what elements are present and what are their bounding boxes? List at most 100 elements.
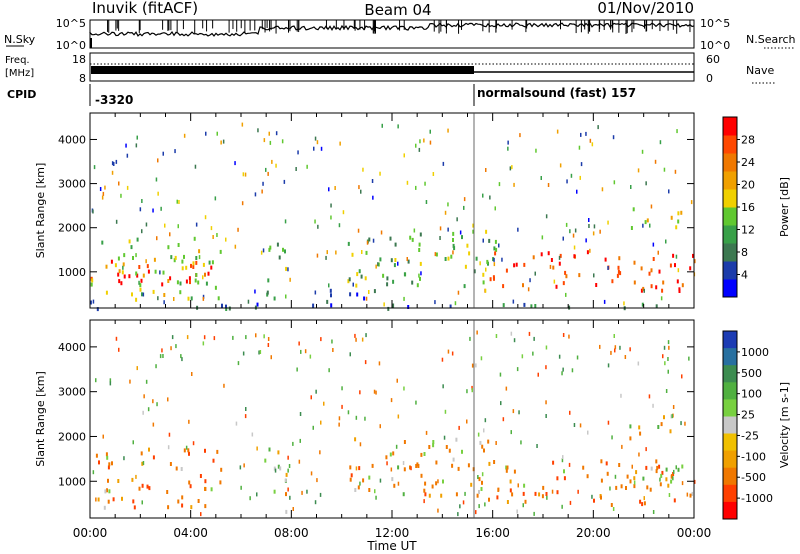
power-echo-cell <box>657 250 659 255</box>
velocity-echo-cell <box>613 334 615 338</box>
power-echo-cell <box>317 224 319 229</box>
power-y-tick-label: 2000 <box>58 222 86 235</box>
power-echo-cell <box>190 296 193 301</box>
freq-label: Freq. <box>5 55 30 66</box>
velocity-echo-cell <box>423 499 425 504</box>
nsky-panel: N.Sky 10^5 10^0 N.Search 10^5 10^0 <box>4 17 796 52</box>
power-echo-cell <box>189 280 191 285</box>
velocity-echo-cell <box>577 489 579 494</box>
velocity-echo-cell <box>171 335 174 340</box>
power-echo-cell <box>390 258 393 263</box>
power-echo-cell <box>513 182 515 187</box>
power-echo-cell <box>589 138 592 143</box>
power-echo-cell <box>662 280 665 285</box>
power-echo-cell <box>494 206 496 211</box>
power-echo-cell <box>541 235 544 240</box>
power-echo-cell <box>519 133 521 138</box>
x-tick-label: 12:00 <box>375 526 410 540</box>
velocity-echo-cell <box>373 389 376 394</box>
velocity-echo-cell <box>435 481 438 486</box>
beam-title: Beam 04 <box>364 1 431 19</box>
velocity-echo-cell <box>166 490 169 494</box>
power-echo-cell <box>205 281 208 286</box>
velocity-echo-cell <box>187 448 190 453</box>
velocity-echo-cell <box>464 491 466 496</box>
power-echo-cell <box>569 229 571 234</box>
velocity-echo-cell <box>442 479 444 484</box>
power-echo-cell <box>314 219 316 224</box>
power-echo-cell <box>397 261 399 266</box>
velocity-echo-cell <box>203 335 206 340</box>
power-echo-cell <box>493 246 496 251</box>
power-echo-cell <box>403 272 406 277</box>
power-echo-cell <box>654 159 657 164</box>
power-echo-cell <box>237 227 239 232</box>
power-echo-cell <box>406 180 409 185</box>
velocity-echo-cell <box>480 356 483 361</box>
power-echo-cell <box>601 187 604 192</box>
power-echo-cell <box>122 265 124 270</box>
power-echo-cell <box>416 283 419 288</box>
power-echo-cell <box>162 270 165 275</box>
power-echo-cell <box>493 276 495 281</box>
velocity-echo-cell <box>471 363 474 368</box>
velocity-echo-cell <box>315 389 317 394</box>
velocity-colorbar-segment <box>723 348 737 366</box>
velocity-echo-cell <box>606 471 609 476</box>
power-echo-cell <box>648 271 651 276</box>
velocity-echo-cell <box>513 469 516 474</box>
power-echo-cell <box>545 214 548 219</box>
freq-unit-label: [MHz] <box>5 68 34 79</box>
power-echo-cell <box>284 249 286 254</box>
power-echo-cell <box>192 265 195 269</box>
power-echo-cell <box>330 303 333 308</box>
velocity-echo-cell <box>212 458 215 463</box>
power-echo-cell <box>221 303 223 308</box>
power-echo-cell <box>338 223 341 228</box>
x-tick-label: 08:00 <box>274 526 309 540</box>
power-echo-cell <box>335 250 337 255</box>
velocity-echo-cell <box>390 467 393 472</box>
power-echo-cell <box>157 296 159 301</box>
velocity-echo-cell <box>299 412 302 416</box>
velocity-echo-cell <box>586 474 589 479</box>
power-colorbar-tick-label: 16 <box>741 201 755 214</box>
power-echo-cell <box>113 162 115 166</box>
power-echo-cell <box>372 238 375 243</box>
power-echo-cell <box>173 297 175 301</box>
velocity-echo-cell <box>204 504 207 509</box>
power-echo-cell <box>498 243 500 248</box>
power-echo-cell <box>202 296 205 301</box>
power-echo-cell <box>565 274 568 279</box>
power-echo-cell <box>275 131 278 136</box>
velocity-echo-cell <box>545 414 547 418</box>
velocity-echo-cell <box>310 471 313 476</box>
power-echo-cell <box>219 249 222 254</box>
velocity-echo-cell <box>457 466 460 471</box>
power-echo-cell <box>261 189 263 194</box>
power-echo-cell <box>284 219 287 224</box>
power-echo-cell <box>475 256 478 261</box>
velocity-colorbar-segment <box>723 501 737 520</box>
power-echo-cell <box>169 232 171 237</box>
power-echo-cell <box>659 140 662 145</box>
power-echo-cell <box>429 129 431 134</box>
power-echo-cell <box>216 233 218 237</box>
power-echo-cell <box>513 263 516 268</box>
power-echo-cell <box>90 300 92 305</box>
power-echo-cell <box>352 282 354 287</box>
velocity-echo-cell <box>197 499 200 503</box>
power-echo-cell <box>452 238 454 242</box>
power-echo-cell <box>450 254 453 259</box>
velocity-y-tick-label: 3000 <box>58 386 86 399</box>
power-colorbar-tick-label: 8 <box>741 246 748 259</box>
power-echo-cell <box>670 215 673 220</box>
velocity-echo-cell <box>375 390 377 395</box>
power-echo-cell <box>210 226 213 231</box>
power-echo-cell <box>447 128 449 133</box>
velocity-echo-cell <box>629 347 631 352</box>
velocity-echo-cell <box>354 488 357 492</box>
velocity-echo-cell <box>511 492 514 497</box>
power-echo-cell <box>111 161 114 166</box>
velocity-echo-cell <box>569 410 571 415</box>
